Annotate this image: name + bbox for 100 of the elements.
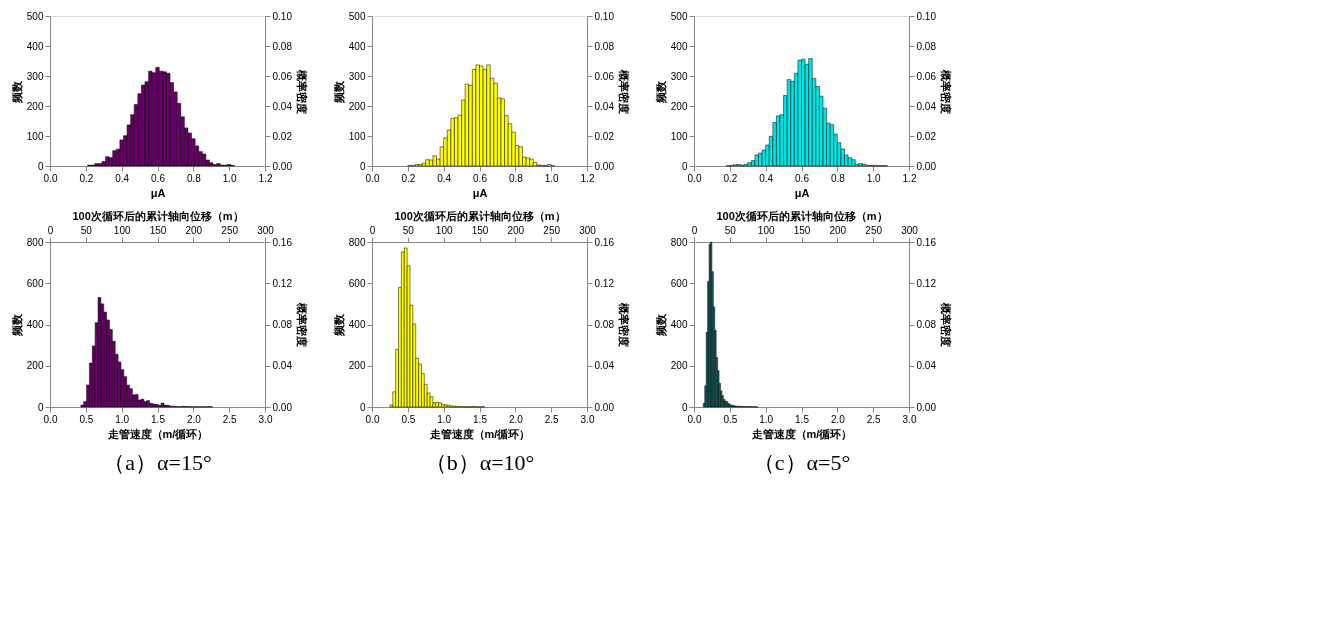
x2-tick-label: 100: [113, 224, 131, 236]
y-tick-label: 0: [359, 160, 366, 172]
x2-tick-label: 50: [724, 224, 737, 236]
x-tick-label: 0.6: [151, 172, 166, 184]
y-tick-label: 400: [670, 319, 688, 330]
x2-tick-label: 200: [185, 224, 203, 236]
y-tick-label: 200: [670, 100, 688, 112]
y-axis-title: 频数: [654, 79, 667, 104]
x-tick-label: 0.8: [830, 172, 846, 184]
y2-tick-label: 0.04: [594, 100, 615, 112]
x-tick-label: 1.5: [473, 413, 488, 425]
y-tick-label: 200: [26, 100, 44, 112]
y-tick-label: 400: [670, 40, 688, 52]
text: （a）α=15°: [103, 450, 212, 475]
y-axis-title: 频数: [332, 79, 345, 104]
x2-tick-label: 100: [435, 224, 453, 236]
x-tick-label: 2.0: [830, 413, 846, 425]
y2-axis-title: 概率密度: [295, 68, 308, 114]
y-tick-label: 800: [348, 236, 366, 248]
y-tick-label: 0: [681, 160, 688, 172]
y-tick-label: 200: [348, 100, 366, 112]
y2-tick-label: 0.08: [272, 319, 293, 330]
x-tick-label: 1.0: [437, 413, 452, 425]
x2-axis-title: 100次循环后的累计轴向位移（m）: [394, 209, 566, 223]
y-tick-label: 300: [348, 70, 366, 82]
x-tick-label: 3.0: [580, 413, 595, 425]
x-tick-label: 0.0: [687, 172, 702, 184]
y2-axis-title: 概率密度: [939, 68, 952, 114]
y-tick-label: 100: [348, 130, 366, 142]
x2-tick-label: 200: [507, 224, 525, 236]
y2-tick-label: 0.04: [594, 360, 615, 372]
x-tick-label: 2.0: [186, 413, 202, 425]
y-tick-label: 400: [26, 319, 44, 330]
x-tick-label: 0.0: [365, 413, 380, 425]
y2-tick-label: 0.12: [272, 277, 293, 289]
y2-tick-label: 0.02: [916, 130, 937, 142]
x-tick-label: 2.5: [866, 413, 882, 425]
x2-tick-label: 200: [829, 224, 847, 236]
y2-tick-label: 0.16: [916, 236, 937, 248]
y2-tick-label: 0.02: [594, 130, 615, 142]
x-tick-label: 1.2: [902, 172, 917, 184]
x-axis-title: μA: [150, 186, 166, 199]
x-tick-label: 1.0: [866, 172, 882, 184]
y-tick-label: 800: [26, 236, 44, 248]
x2-tick-label: 50: [80, 224, 93, 236]
y2-axis-title: 概率密度: [295, 302, 308, 347]
y2-tick-label: 0.06: [916, 70, 937, 82]
y-tick-label: 500: [26, 10, 44, 22]
x2-axis-title: 100次循环后的累计轴向位移（m）: [72, 209, 244, 223]
y2-tick-label: 0.10: [916, 10, 937, 22]
y-tick-label: 500: [670, 10, 688, 22]
x-tick-label: 1.0: [544, 172, 560, 184]
y2-tick-label: 0.00: [594, 401, 615, 413]
x-axis-title: 走管速度（m/循环）: [750, 427, 853, 441]
x-tick-label: 1.5: [795, 413, 810, 425]
y-tick-label: 600: [670, 277, 688, 289]
x-tick-label: 0.2: [723, 172, 738, 184]
x-tick-label: 0.5: [723, 413, 738, 425]
y-tick-label: 200: [348, 360, 366, 372]
x2-tick-label: 250: [543, 224, 561, 236]
y2-tick-label: 0.16: [594, 236, 615, 248]
x-tick-label: 2.5: [544, 413, 560, 425]
y-tick-label: 100: [26, 130, 44, 142]
x-axis-title: 走管速度（m/循环）: [106, 427, 209, 441]
x-axis-title: μA: [794, 186, 810, 199]
x-axis-title: μA: [472, 186, 488, 199]
x-tick-label: 3.0: [902, 413, 917, 425]
y-tick-label: 0: [37, 160, 44, 172]
x-tick-label: 0.4: [759, 172, 774, 184]
y2-tick-label: 0.04: [272, 360, 293, 372]
x2-tick-label: 150: [793, 224, 811, 236]
y-tick-label: 0: [359, 401, 366, 413]
x2-tick-label: 50: [402, 224, 415, 236]
y-tick-label: 0: [681, 401, 688, 413]
text: （b）α=10°: [424, 450, 535, 475]
y-tick-label: 0: [37, 401, 44, 413]
y2-tick-label: 0.10: [594, 10, 615, 22]
y-tick-label: 800: [670, 236, 688, 248]
x-tick-label: 0.0: [43, 413, 58, 425]
y2-tick-label: 0.16: [272, 236, 293, 248]
y2-tick-label: 0.08: [594, 319, 615, 330]
x-tick-label: 0.0: [43, 172, 58, 184]
y-axis-title: 频数: [332, 313, 345, 337]
x-tick-label: 1.2: [580, 172, 595, 184]
x-tick-label: 0.4: [115, 172, 130, 184]
x-tick-label: 0.6: [473, 172, 488, 184]
y2-tick-label: 0.08: [594, 40, 615, 52]
y2-tick-label: 0.08: [272, 40, 293, 52]
x-tick-label: 1.5: [151, 413, 166, 425]
y2-tick-label: 0.12: [916, 277, 937, 289]
y2-axis-title: 概率密度: [939, 302, 952, 347]
x2-tick-label: 0: [47, 224, 54, 236]
x-tick-label: 0.5: [79, 413, 94, 425]
x-tick-label: 1.0: [222, 172, 238, 184]
y-axis-title: 频数: [654, 313, 667, 337]
x2-axis-title: 100次循环后的累计轴向位移（m）: [716, 209, 888, 223]
y2-tick-label: 0.04: [916, 100, 937, 112]
x-tick-label: 0.6: [795, 172, 810, 184]
x-tick-label: 0.8: [186, 172, 202, 184]
x2-tick-label: 150: [149, 224, 167, 236]
